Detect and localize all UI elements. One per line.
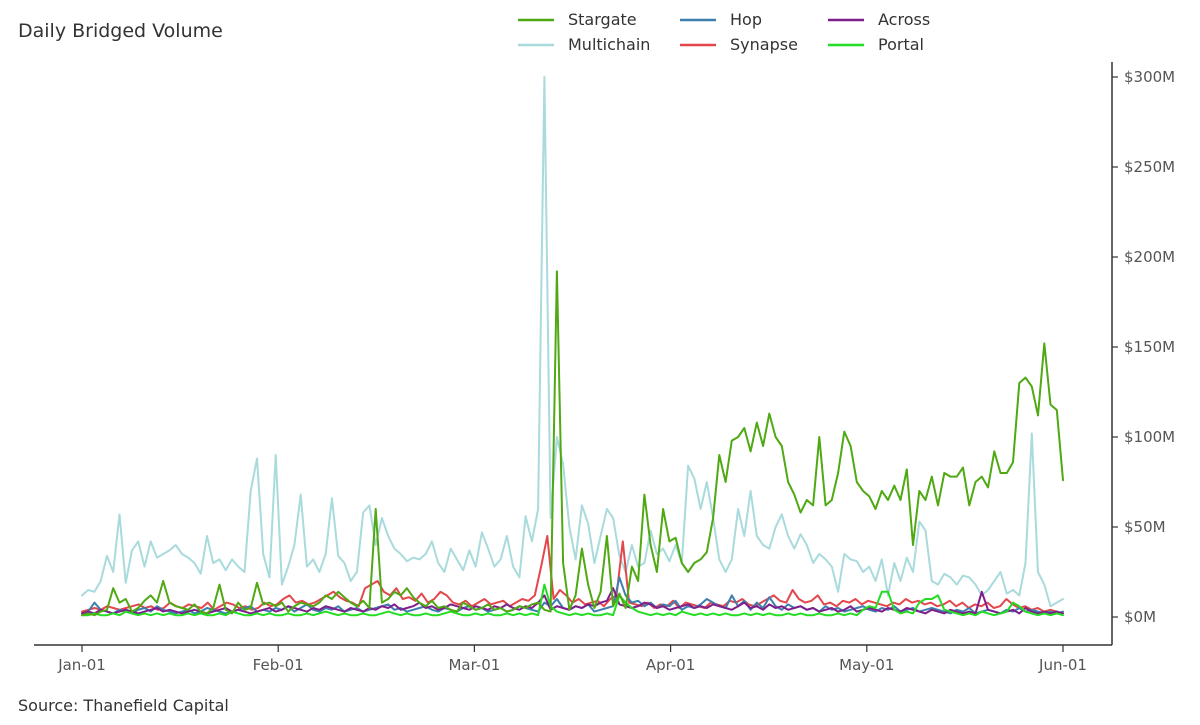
x-tick-label: Feb-01 xyxy=(253,656,304,674)
series-line-across xyxy=(81,587,1064,615)
y-tick-label: $150M xyxy=(1124,338,1175,356)
series-layer xyxy=(81,76,1064,617)
chart-title: Daily Bridged Volume xyxy=(18,20,223,42)
legend-label-stargate: Stargate xyxy=(568,10,637,29)
x-tick-label: Jun-01 xyxy=(1038,656,1087,674)
y-tick-label: $0M xyxy=(1124,608,1156,626)
series-line-stargate xyxy=(81,270,1064,617)
x-tick-label: Apr-01 xyxy=(646,656,696,674)
y-tick-label: $100M xyxy=(1124,428,1175,446)
legend-label-synapse: Synapse xyxy=(730,35,798,54)
series-line-portal xyxy=(81,583,1064,617)
series-line-multichain xyxy=(81,76,1064,608)
y-tick-label: $50M xyxy=(1124,518,1166,536)
legend-label-across: Across xyxy=(878,10,930,29)
legend-label-hop: Hop xyxy=(730,10,762,29)
x-tick-label: Jan-01 xyxy=(57,656,106,674)
source-note: Source: Thanefield Capital xyxy=(18,696,229,715)
y-ticks: $0M $50M $100M $150M $200M $250M $300M xyxy=(1112,68,1175,626)
x-ticks: Jan-01 Feb-01 Mar-01 Apr-01 May-01 Jun-01 xyxy=(57,645,1087,674)
x-tick-label: Mar-01 xyxy=(448,656,500,674)
legend: Stargate Multichain Hop Synapse Across Portal xyxy=(518,10,930,54)
y-tick-label: $250M xyxy=(1124,158,1175,176)
x-tick-label: May-01 xyxy=(839,656,894,674)
axes-layer xyxy=(34,62,1113,646)
legend-label-portal: Portal xyxy=(878,35,924,54)
legend-label-multichain: Multichain xyxy=(568,35,650,54)
y-tick-label: $200M xyxy=(1124,248,1175,266)
y-tick-label: $300M xyxy=(1124,68,1175,86)
